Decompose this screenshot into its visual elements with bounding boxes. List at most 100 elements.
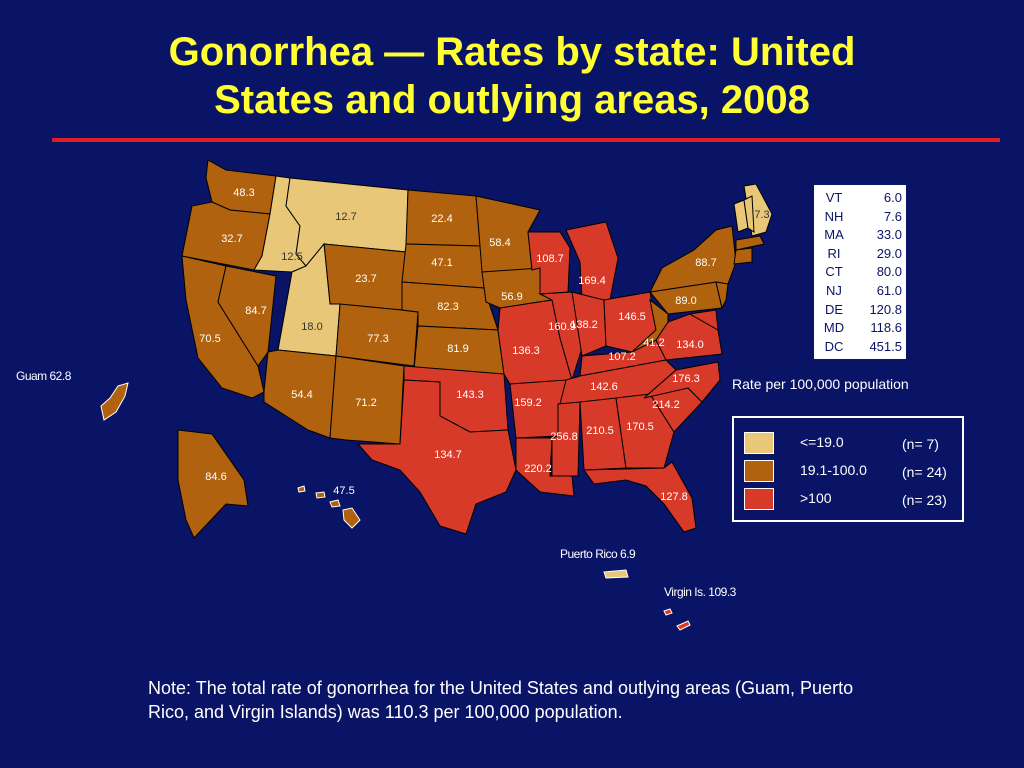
small-state-row: DE 120.8	[814, 301, 906, 320]
small-state-row: NH 7.6	[814, 208, 906, 227]
virgin-islands-shape-1	[663, 608, 673, 616]
state-rate-label-or: 32.7	[221, 233, 242, 245]
state-rate-label-ar: 159.2	[514, 397, 542, 409]
small-state-rate: 29.0	[876, 245, 902, 261]
small-state-rate: 118.6	[870, 320, 902, 336]
small-state-abbr: CT	[825, 264, 843, 280]
small-state-rate: 451.5	[869, 338, 902, 354]
state-md	[688, 309, 719, 331]
legend: <=19.0 (n= 7) 19.1-100.0 (n= 24) >100 (n…	[732, 416, 964, 522]
small-state-abbr: MD	[823, 320, 845, 336]
small-state-rate: 80.0	[876, 264, 902, 280]
state-rate-label-ky: 107.2	[608, 351, 636, 363]
title-line-1: Gonorrhea — Rates by state: United	[168, 30, 856, 74]
legend-swatch-high	[744, 488, 774, 510]
state-rate-label-ms: 256.8	[550, 431, 578, 443]
state-rate-label-mt: 12.7	[335, 211, 356, 223]
state-rate-label-tx: 134.7	[434, 449, 462, 461]
small-state-row: MD 118.6	[814, 319, 906, 338]
small-state-rate: 61.0	[876, 282, 902, 298]
state-rate-label-nd: 22.4	[431, 213, 452, 225]
title-line-2: States and outlying areas, 2008	[214, 78, 810, 122]
state-rate-label-wy: 23.7	[355, 273, 376, 285]
small-state-row: MA 33.0	[814, 226, 906, 245]
state-rate-label-la: 220.2	[524, 463, 552, 475]
virgin-islands-shape-2	[676, 620, 691, 631]
state-nm	[329, 355, 405, 445]
state-rate-label-wv: 41.2	[643, 337, 664, 349]
title-divider	[52, 138, 1000, 142]
legend-count-mid: (n= 24)	[902, 464, 947, 480]
legend-label-low: <=19.0	[800, 434, 844, 450]
state-rate-label-in: 138.2	[570, 319, 598, 331]
state-mi	[565, 221, 619, 301]
state-rate-label-ks: 81.9	[447, 343, 468, 355]
legend-row-high: >100 (n= 23)	[744, 488, 964, 510]
state-ma	[735, 235, 765, 251]
state-rate-label-fl: 127.8	[660, 491, 688, 503]
state-nh	[743, 195, 755, 233]
page-title: Gonorrhea — Rates by state: United State…	[40, 28, 984, 124]
legend-count-high: (n= 23)	[902, 492, 947, 508]
legend-swatch-low	[744, 432, 774, 454]
state-nc	[643, 361, 721, 403]
small-state-row: CT 80.0	[814, 263, 906, 282]
state-rate-label-nm: 71.2	[355, 397, 376, 409]
small-state-rate: 120.8	[869, 301, 902, 317]
state-nv	[217, 265, 277, 367]
state-rate-label-ak: 84.6	[205, 471, 226, 483]
hawaii-shape-3	[329, 499, 341, 508]
legend-swatch-mid	[744, 460, 774, 482]
small-state-row: RI 29.0	[814, 245, 906, 264]
small-state-rate: 6.0	[883, 190, 902, 205]
state-ga	[615, 393, 675, 469]
state-ct	[733, 247, 753, 265]
state-rate-label-mi: 169.4	[578, 275, 606, 287]
state-rate-label-wi: 108.7	[536, 253, 564, 265]
state-rate-label-pa: 89.0	[675, 295, 696, 307]
state-rate-label-id: 12.5	[281, 251, 302, 263]
small-state-row: VT 6.0	[814, 189, 906, 208]
state-rate-label-sd: 47.1	[431, 257, 452, 269]
state-fl	[583, 461, 697, 533]
small-states-table: VT 6.0 NH 7.6 MA 33.0 RI 29.0 CT 80.0 NJ 61.0 DE 120.…	[813, 184, 907, 360]
virgin-islands-label: Virgin Is. 109.3	[664, 585, 737, 599]
state-nj	[715, 281, 729, 310]
state-rate-label-nc: 176.3	[672, 373, 700, 385]
legend-row-low: <=19.0 (n= 7)	[744, 432, 964, 454]
state-rate-label-hi: 47.5	[333, 485, 354, 497]
legend-count-low: (n= 7)	[902, 436, 939, 452]
state-rate-label-ok: 143.3	[456, 389, 484, 401]
states-layer	[177, 159, 773, 539]
state-co	[335, 303, 419, 367]
small-state-abbr: NH	[824, 208, 844, 224]
hawaii-shape-1	[297, 485, 306, 493]
state-rate-label-me: 7.3	[754, 209, 769, 221]
state-labels-layer: 48.3 32.7 70.5 84.7 12.5 12.7 23.7 18.0 77.3 54.4…	[199, 187, 769, 503]
state-rate-label-il: 160.9	[548, 321, 576, 333]
small-state-row: DC 451.5	[814, 338, 906, 357]
puerto-rico-label: Puerto Rico 6.9	[560, 547, 636, 561]
state-rate-label-co: 77.3	[367, 333, 388, 345]
puerto-rico-shape	[603, 569, 629, 579]
guam-shape	[100, 382, 129, 421]
small-state-abbr: DC	[824, 338, 844, 354]
state-rate-label-ga: 170.5	[626, 421, 654, 433]
footnote: Note: The total rate of gonorrhea for th…	[148, 678, 854, 722]
small-state-rate: 33.0	[876, 227, 902, 243]
state-ak	[177, 429, 249, 539]
small-state-abbr: DE	[824, 301, 844, 317]
small-state-abbr: VT	[825, 190, 843, 205]
small-state-abbr: NJ	[826, 282, 842, 298]
state-rate-label-tn: 142.6	[590, 381, 618, 393]
state-rate-label-nv: 84.7	[245, 305, 266, 317]
hawaii-shape-2	[315, 491, 326, 499]
state-rate-label-wa: 48.3	[233, 187, 254, 199]
state-rate-label-mn: 58.4	[489, 237, 510, 249]
state-rate-label-oh: 146.5	[618, 311, 646, 323]
state-rate-label-va: 134.0	[676, 339, 704, 351]
legend-caption: Rate per 100,000 population	[732, 376, 909, 392]
small-state-rate: 7.6	[883, 208, 902, 224]
outlying-areas-layer	[100, 382, 691, 631]
